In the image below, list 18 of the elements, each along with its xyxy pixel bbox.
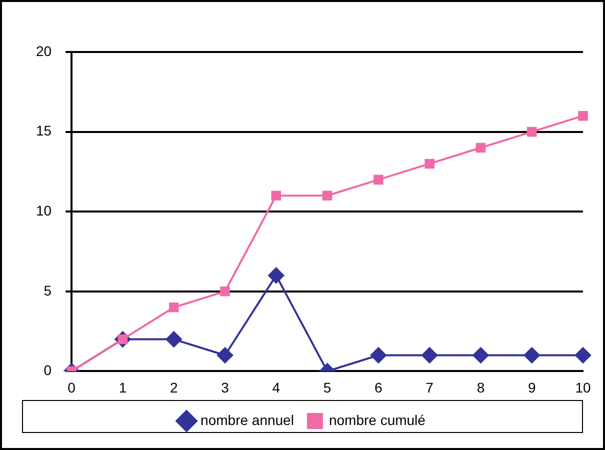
x-tick-label: 10 [575,379,591,396]
y-tick-label: 10 [36,202,52,218]
x-tick-label: 1 [118,379,127,396]
legend-label: nombre cumulé [328,412,426,428]
x-tick-label: 6 [374,379,383,396]
y-tick-label: 15 [36,122,52,139]
x-tick-label: 9 [528,379,536,396]
y-tick-label: 5 [44,282,52,298]
legend-label: nombre annuel [200,412,294,428]
x-tick-label: 3 [221,379,230,396]
x-tick-label: 7 [426,379,434,396]
x-tick-label: 5 [323,379,332,396]
x-tick-label: 4 [272,379,280,396]
y-tick-label: 20 [36,42,52,59]
x-tick-label: 2 [170,379,178,396]
x-tick-label: 8 [476,379,485,396]
y-tick-label: 0 [44,362,52,378]
x-tick-label: 0 [68,379,76,396]
